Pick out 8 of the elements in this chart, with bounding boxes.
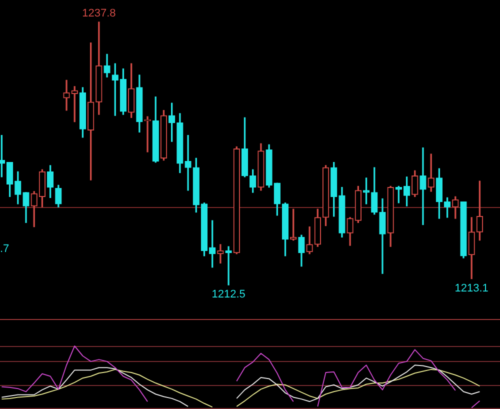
annotation: 1213.1 — [454, 282, 488, 294]
candlestick — [184, 134, 192, 191]
annotation: 1212.5 — [212, 288, 246, 301]
annotation: .7 — [0, 243, 10, 256]
candlestick — [217, 244, 224, 264]
annotation: 1237.8 — [82, 8, 116, 20]
candlestick — [420, 147, 426, 226]
candlestick — [63, 80, 70, 111]
